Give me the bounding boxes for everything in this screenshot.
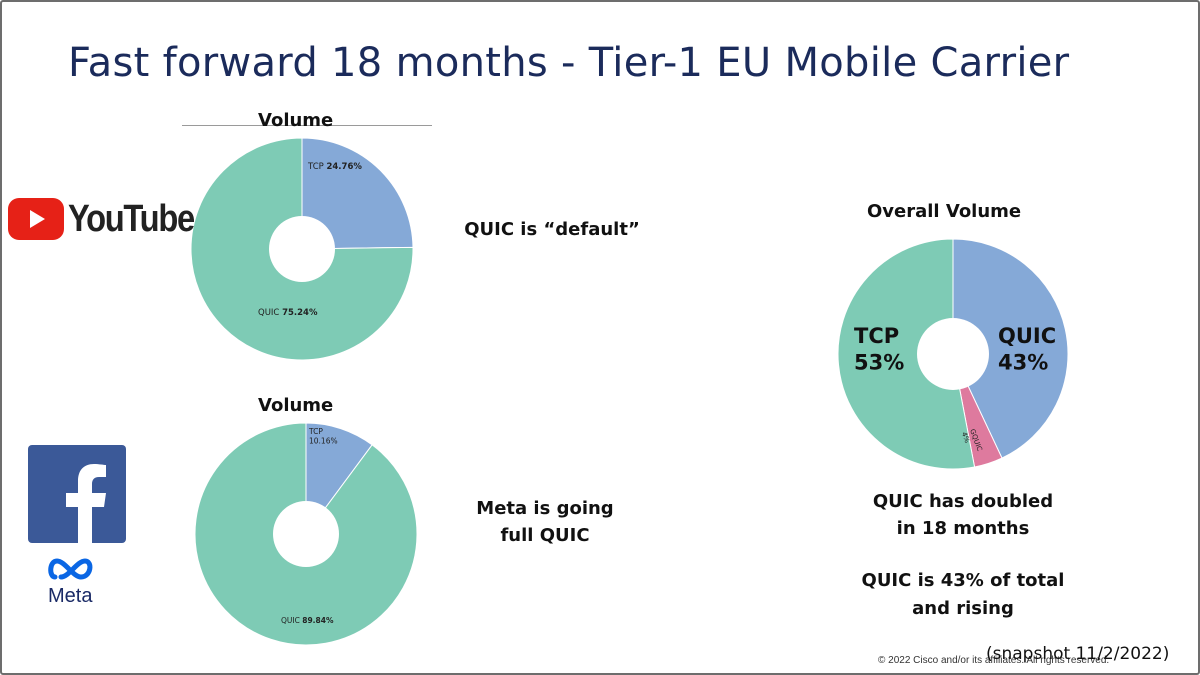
meta-infinity-icon [48,558,93,580]
facebook-icon [28,445,126,543]
chart3-svg: QUIC 43%GQUIC4%TCP 53% [837,238,1069,470]
chart1-label-tcp: TCP 24.76% [307,162,362,172]
chart3-donut-hole [917,318,989,390]
overall-note1-line2: in 18 months [896,518,1030,539]
youtube-note: QUIC is “default” [464,219,640,240]
chart2-donut-hole [273,501,339,567]
copyright-footer: © 2022 Cisco and/or its affiliates. All … [878,655,1110,666]
chart3-label-quic: QUIC 43% [998,324,1056,374]
chart2-title: Volume [258,395,334,416]
chart2-label-tcp: TCP 10.16% [308,427,338,445]
chart2-svg: TCP 10.16% QUIC 89.84% [194,422,418,646]
chart1-title: Volume [258,110,334,131]
chart3-slice-quic [952,238,1069,459]
chart1-donut-hole [269,216,335,282]
meta-wordmark: Meta [48,585,93,607]
slide-title: Fast forward 18 months - Tier-1 EU Mobil… [68,40,1070,86]
chart1-divider [182,125,432,126]
chart3-title: Overall Volume [867,201,1022,222]
chart2-label-quic: QUIC 89.84% [281,616,334,625]
chart1-svg: TCP 24.76% QUIC 75.24% [190,137,414,361]
chart3-slice-tcp [837,238,976,470]
meta-note-line2: full QUIC [500,525,590,546]
youtube-play-icon [8,198,64,240]
chart1-slice-tcp [301,137,414,250]
chart1-label-quic: QUIC 75.24% [258,308,318,318]
overall-note2-line2: and rising [912,598,1014,619]
snapshot-date: (snapshot 11/2/2022) [986,644,1170,664]
youtube-wordmark: YouTube [68,198,195,240]
overall-note2-line1: QUIC is 43% of total [861,570,1065,591]
meta-note-line1: Meta is going [476,498,614,519]
overall-note1-line1: QUIC has doubled [872,491,1054,512]
chart3-label-tcp: TCP 53% [854,324,904,374]
